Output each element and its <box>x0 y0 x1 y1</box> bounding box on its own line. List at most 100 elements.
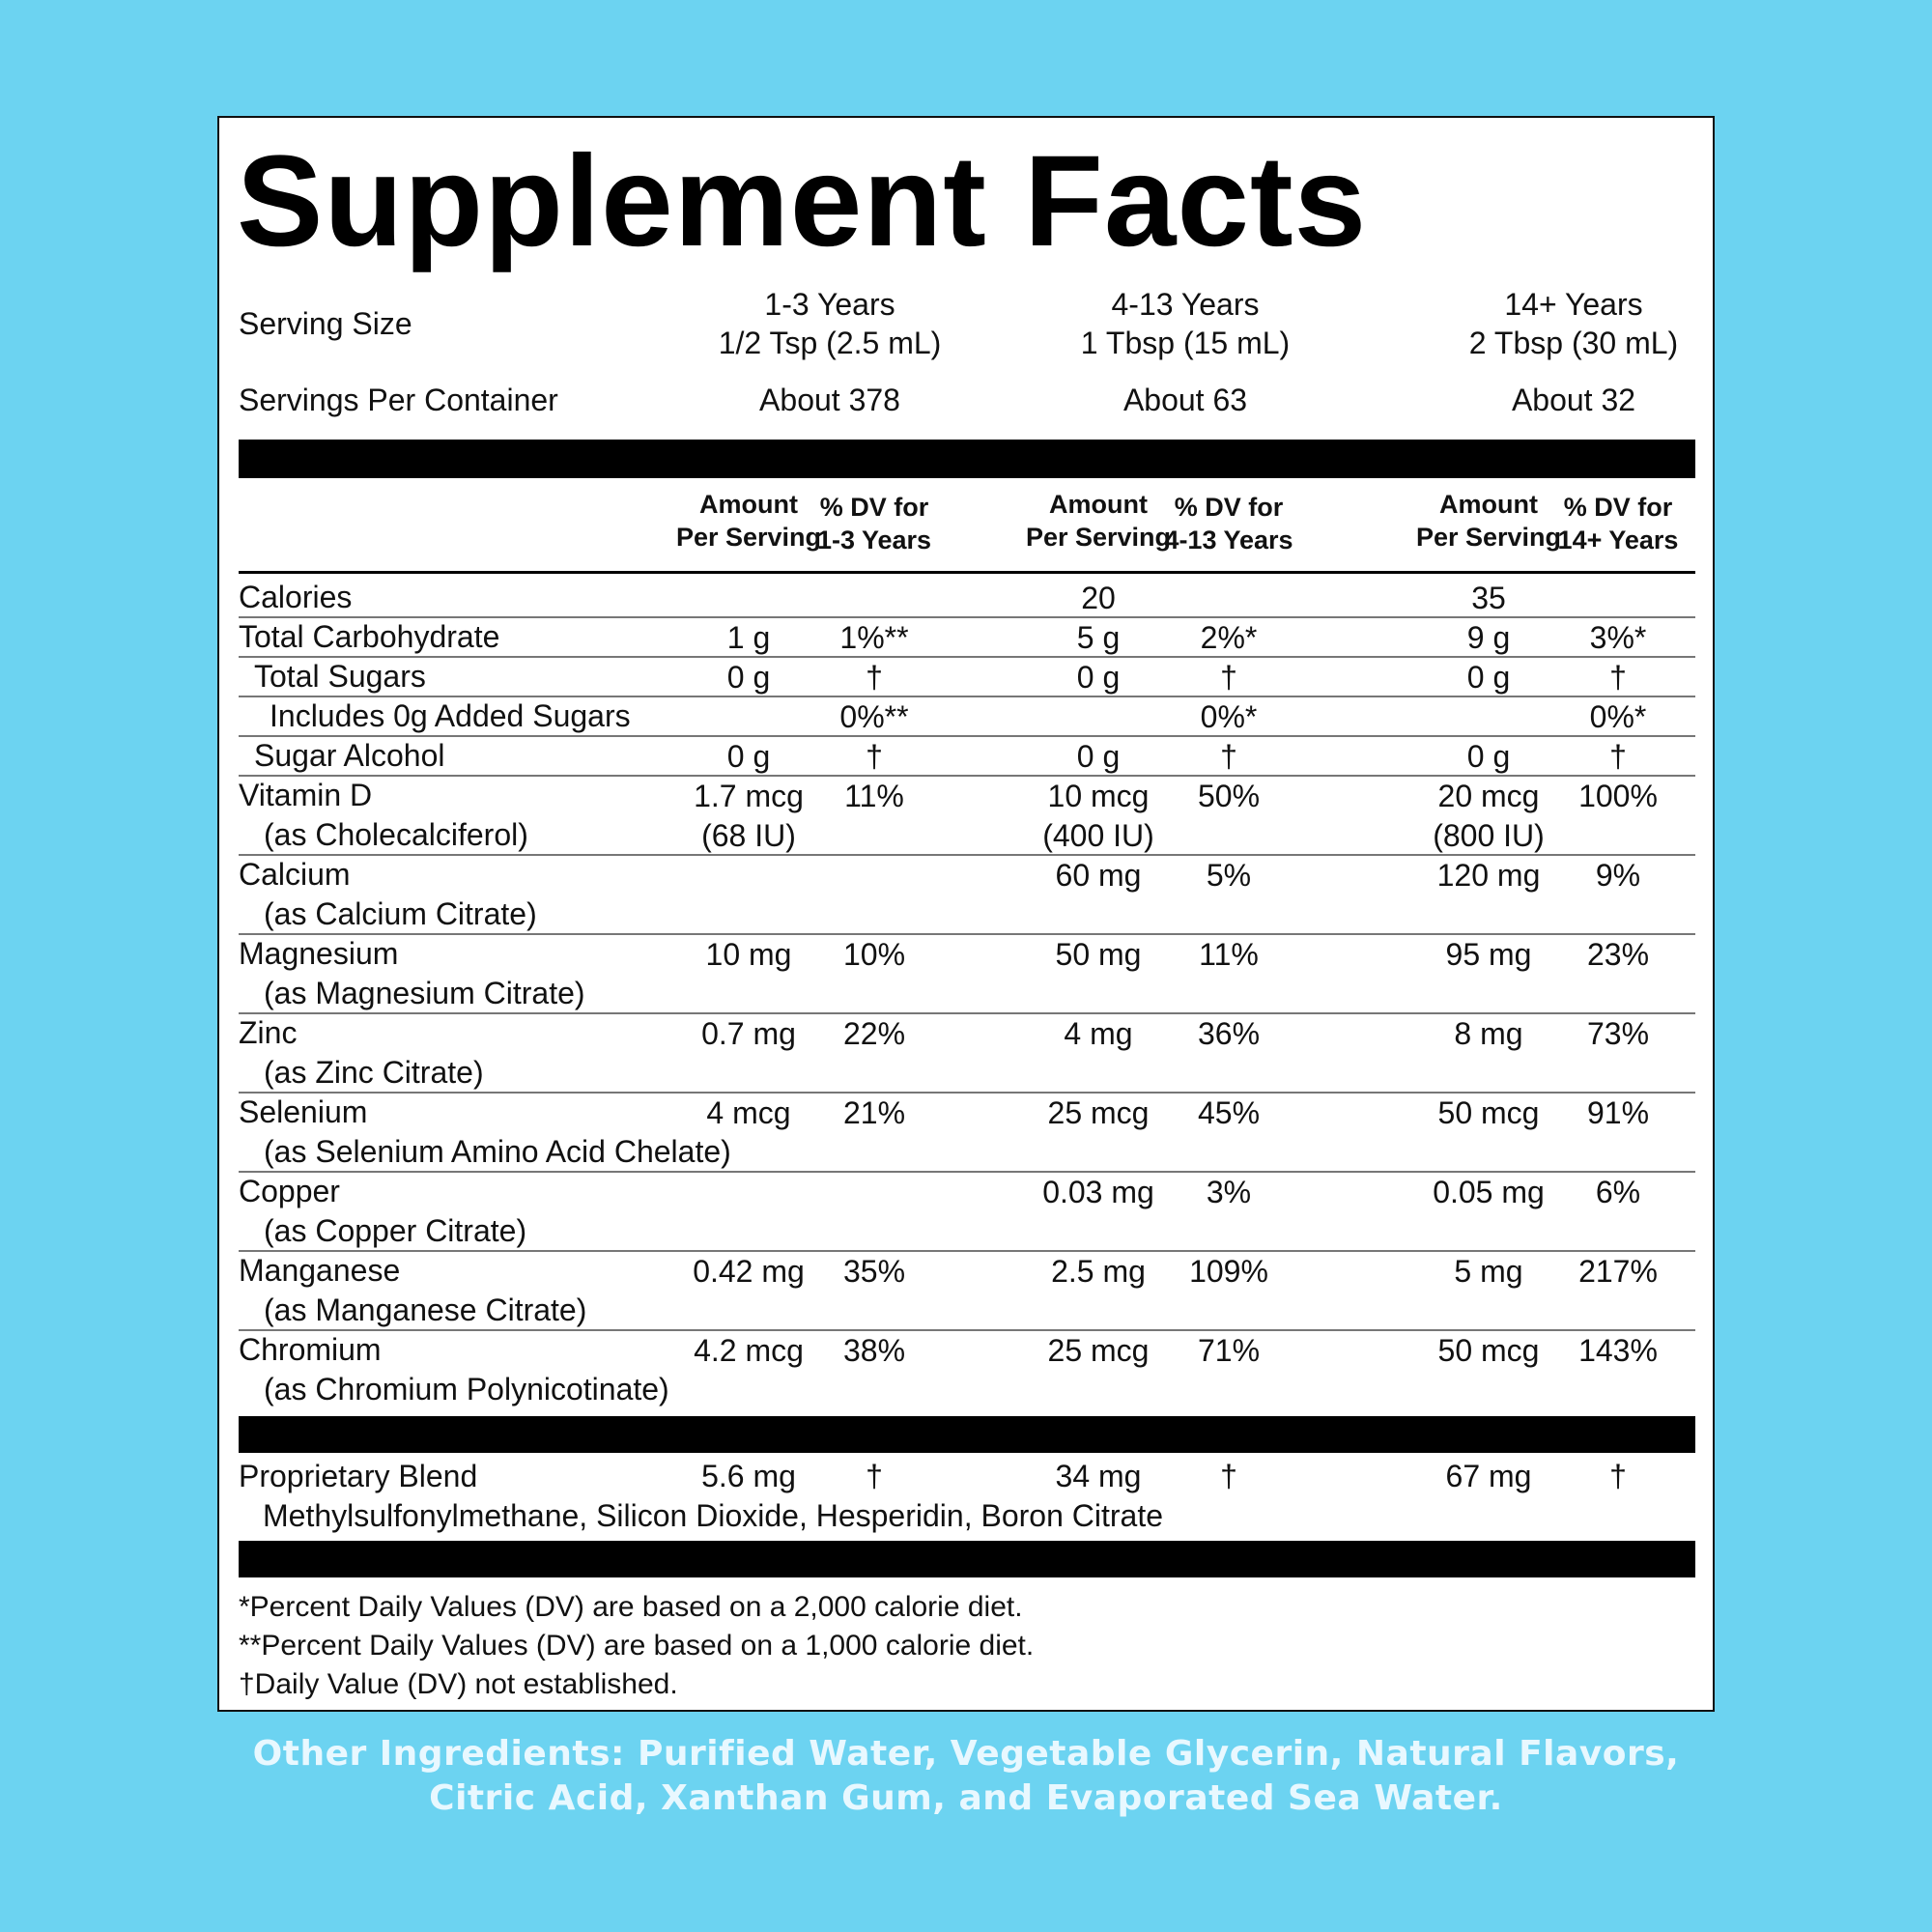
other-ingredients-line1: Other Ingredients: Purified Water, Veget… <box>252 1734 1680 1774</box>
amount-per-serving: 10 mg <box>705 937 792 972</box>
blend-dv-3: † <box>1609 1459 1627 1493</box>
blend-amount-1: 5.6 mg <box>701 1459 796 1493</box>
row-divider <box>239 656 1695 658</box>
proprietary-blend-name: Proprietary Blend <box>239 1459 478 1493</box>
amount-per-serving: 0 g <box>1076 660 1121 695</box>
blend-amount-2: 34 mg <box>1055 1459 1142 1493</box>
amount-per-serving: 0 g <box>1076 739 1121 774</box>
row-divider <box>239 1250 1695 1252</box>
col2-dv-header-line1: % DV for <box>1174 493 1284 522</box>
amount-per-serving: 5 mg <box>1454 1254 1523 1289</box>
amount-per-serving: 50 mg <box>1055 937 1142 972</box>
daily-value-percent: 36% <box>1197 1016 1261 1051</box>
amount-per-serving: 20 mcg <box>1437 779 1540 813</box>
daily-value-percent: 45% <box>1197 1095 1261 1130</box>
serving-size-3: 2 Tbsp (30 mL) <box>1468 326 1679 360</box>
col3-dv-header-line2: 14+ Years <box>1557 526 1679 554</box>
daily-value-percent: 11% <box>1199 937 1259 972</box>
daily-value-percent: 91% <box>1586 1095 1650 1130</box>
col1-dv-header-line2: 1-3 Years <box>816 526 932 554</box>
daily-value-percent: 217% <box>1578 1254 1658 1289</box>
daily-value-percent: 23% <box>1586 937 1650 972</box>
daily-value-percent: 11% <box>844 779 904 813</box>
col3-dv-header-line1: % DV for <box>1563 493 1673 522</box>
nutrient-name: Copper <box>239 1174 340 1208</box>
nutrient-name: Chromium <box>239 1332 382 1367</box>
serving-size-2: 1 Tbsp (15 mL) <box>1080 326 1291 360</box>
col1-amount-header-line2: Per Serving <box>675 523 822 552</box>
age-group-1: 1-3 Years <box>764 287 895 322</box>
nutrient-source: (as Copper Citrate) <box>264 1213 527 1248</box>
daily-value-percent: 3% <box>1206 1175 1252 1209</box>
daily-value-percent: † <box>1609 739 1627 774</box>
amount-per-serving: 35 <box>1471 581 1506 615</box>
footnote-dv-not-established: †Daily Value (DV) not established. <box>239 1668 678 1700</box>
daily-value-percent: † <box>1220 739 1237 774</box>
servings-per-container-3: About 32 <box>1511 383 1636 417</box>
amount-per-serving: 50 mcg <box>1437 1095 1540 1130</box>
nutrient-name: Magnesium <box>239 936 399 971</box>
amount-per-serving: 60 mg <box>1055 858 1142 893</box>
panel-title: Supplement Facts <box>237 129 1368 273</box>
daily-value-percent: 0%* <box>1200 699 1258 734</box>
nutrient-name: Selenium <box>239 1094 368 1129</box>
row-divider <box>239 775 1695 777</box>
daily-value-percent: 0%* <box>1589 699 1647 734</box>
col2-amount-header-line2: Per Serving <box>1025 523 1172 552</box>
nutrient-source: (as Chromium Polynicotinate) <box>264 1372 669 1406</box>
age-group-3: 14+ Years <box>1504 287 1643 322</box>
daily-value-percent: 6% <box>1595 1175 1641 1209</box>
amount-per-serving: 4 mcg <box>706 1095 791 1130</box>
amount-per-serving: 0 g <box>726 739 771 774</box>
daily-value-percent: 2%* <box>1200 620 1258 655</box>
amount-per-serving: 25 mcg <box>1047 1095 1150 1130</box>
amount-per-serving: 0 g <box>726 660 771 695</box>
daily-value-percent: † <box>1220 660 1237 695</box>
nutrient-name: Calories <box>239 580 353 614</box>
daily-value-percent: † <box>866 739 883 774</box>
row-divider <box>239 1092 1695 1094</box>
amount-per-serving: 0.05 mg <box>1433 1175 1545 1209</box>
amount-iu: (800 IU) <box>1433 818 1545 853</box>
amount-per-serving: 50 mcg <box>1437 1333 1540 1368</box>
amount-per-serving: 95 mg <box>1445 937 1532 972</box>
row-divider <box>239 1171 1695 1173</box>
nutrient-name: Includes 0g Added Sugars <box>270 698 631 733</box>
amount-per-serving: 0 g <box>1466 739 1511 774</box>
amount-per-serving: 4.2 mcg <box>694 1333 804 1368</box>
nutrient-name: Total Carbohydrate <box>239 619 500 654</box>
header-divider <box>239 571 1695 574</box>
age-group-2: 4-13 Years <box>1111 287 1260 322</box>
daily-value-percent: 10% <box>842 937 906 972</box>
amount-per-serving: 0.42 mg <box>693 1254 805 1289</box>
col3-amount-header-line1: Amount <box>1439 490 1538 519</box>
thick-divider-blend <box>239 1416 1695 1453</box>
amount-per-serving: 4 mg <box>1064 1016 1133 1051</box>
nutrient-source: (as Magnesium Citrate) <box>264 976 585 1010</box>
supplement-facts-panel: Supplement Facts Serving Size Servings P… <box>217 116 1715 1712</box>
proprietary-blend-ingredients: Methylsulfonylmethane, Silicon Dioxide, … <box>263 1498 1163 1533</box>
amount-per-serving: 9 g <box>1466 620 1511 655</box>
col2-dv-header-line2: 4-13 Years <box>1164 526 1293 554</box>
amount-per-serving: 1.7 mcg <box>694 779 804 813</box>
serving-size-1: 1/2 Tsp (2.5 mL) <box>718 326 942 360</box>
row-divider <box>239 1012 1695 1014</box>
nutrient-source: (as Manganese Citrate) <box>264 1293 587 1327</box>
servings-per-container-label: Servings Per Container <box>239 383 558 417</box>
daily-value-percent: 50% <box>1197 779 1261 813</box>
daily-value-percent: 1%** <box>839 620 909 655</box>
row-divider <box>239 616 1695 618</box>
amount-per-serving: 120 mg <box>1436 858 1541 893</box>
nutrient-source: (as Calcium Citrate) <box>264 896 537 931</box>
col1-amount-header-line1: Amount <box>699 490 798 519</box>
row-divider <box>239 696 1695 697</box>
daily-value-percent: 5% <box>1206 858 1252 893</box>
nutrient-name: Vitamin D <box>239 778 373 812</box>
blend-amount-3: 67 mg <box>1445 1459 1532 1493</box>
amount-per-serving: 20 <box>1081 581 1116 615</box>
footnote-1000-calorie: **Percent Daily Values (DV) are based on… <box>239 1630 1035 1662</box>
nutrient-name: Zinc <box>239 1015 298 1050</box>
daily-value-percent: 38% <box>842 1333 906 1368</box>
amount-per-serving: 0.03 mg <box>1042 1175 1154 1209</box>
amount-per-serving: 0 g <box>1466 660 1511 695</box>
